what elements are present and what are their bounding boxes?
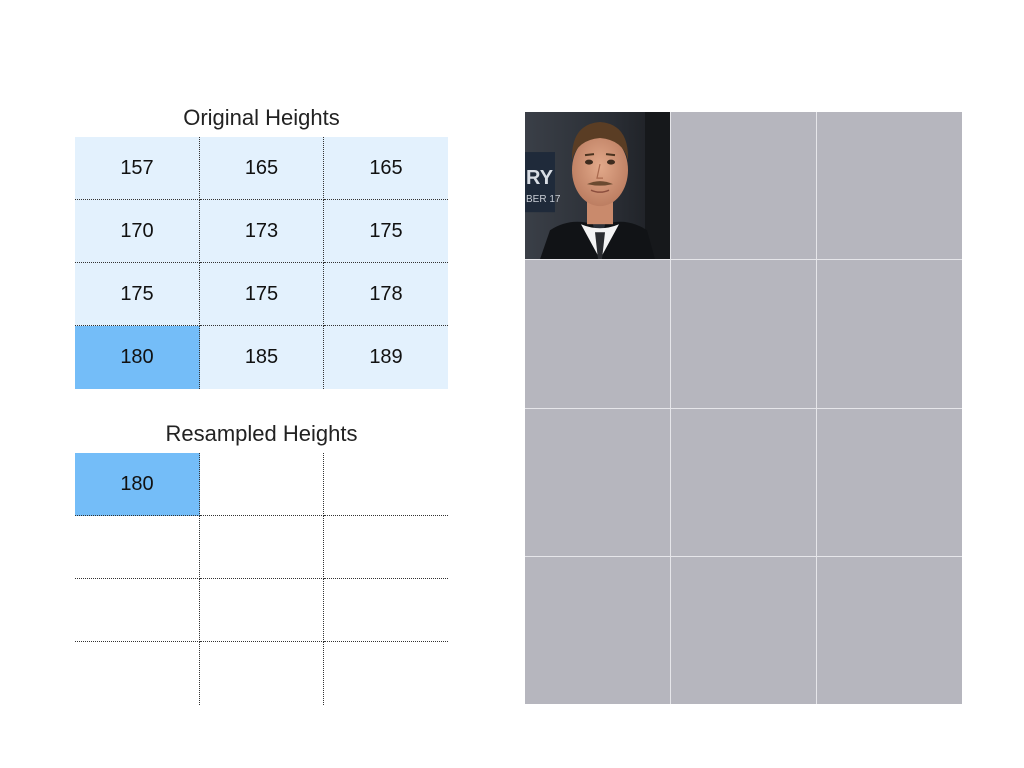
original-heights-title: Original Heights (183, 105, 340, 130)
resampled-cell (200, 453, 324, 516)
photo-tile-grid: RY BER 17 (525, 112, 962, 704)
resampled-cell (324, 453, 448, 516)
placeholder-tile (671, 556, 816, 704)
original-cell: 165 (200, 137, 324, 200)
original-cell: 175 (200, 263, 324, 326)
resampled-cell (324, 642, 448, 705)
backdrop-text-small: BER 17 (526, 194, 561, 205)
placeholder-tile (525, 556, 670, 704)
resampled-cell (200, 516, 324, 579)
placeholder-tile (817, 556, 962, 704)
resampled-cell (200, 579, 324, 642)
placeholder-tile (817, 260, 962, 408)
placeholder-tile (671, 260, 816, 408)
placeholder-tile (671, 112, 816, 260)
resampled-cell (75, 579, 200, 642)
original-cell: 189 (324, 326, 448, 389)
original-cell: 170 (75, 200, 200, 263)
original-cell-highlighted: 180 (75, 326, 200, 389)
resampled-heights-title: Resampled Heights (165, 421, 358, 446)
original-cell: 175 (324, 200, 448, 263)
resampled-heights-table: 180 (75, 453, 448, 705)
original-cell: 175 (75, 263, 200, 326)
placeholder-tile (525, 260, 670, 408)
placeholder-tile (525, 408, 670, 556)
placeholder-tile (671, 408, 816, 556)
resampled-cell (75, 642, 200, 705)
original-cell: 185 (200, 326, 324, 389)
portrait-photo-tile: RY BER 17 (525, 112, 670, 260)
resampled-cell (324, 579, 448, 642)
placeholder-tile (817, 408, 962, 556)
portrait-photo-image: RY BER 17 (525, 112, 670, 260)
original-cell: 178 (324, 263, 448, 326)
original-heights-table: 157 165 165 170 173 175 175 175 178 180 … (75, 137, 448, 389)
resampled-cell (324, 516, 448, 579)
resampled-cell (75, 516, 200, 579)
original-cell: 165 (324, 137, 448, 200)
original-cell: 157 (75, 137, 200, 200)
original-cell: 173 (200, 200, 324, 263)
placeholder-tile (817, 112, 962, 260)
resampled-cell (200, 642, 324, 705)
backdrop-text-large: RY (526, 167, 554, 189)
resampled-cell-highlighted: 180 (75, 453, 200, 516)
